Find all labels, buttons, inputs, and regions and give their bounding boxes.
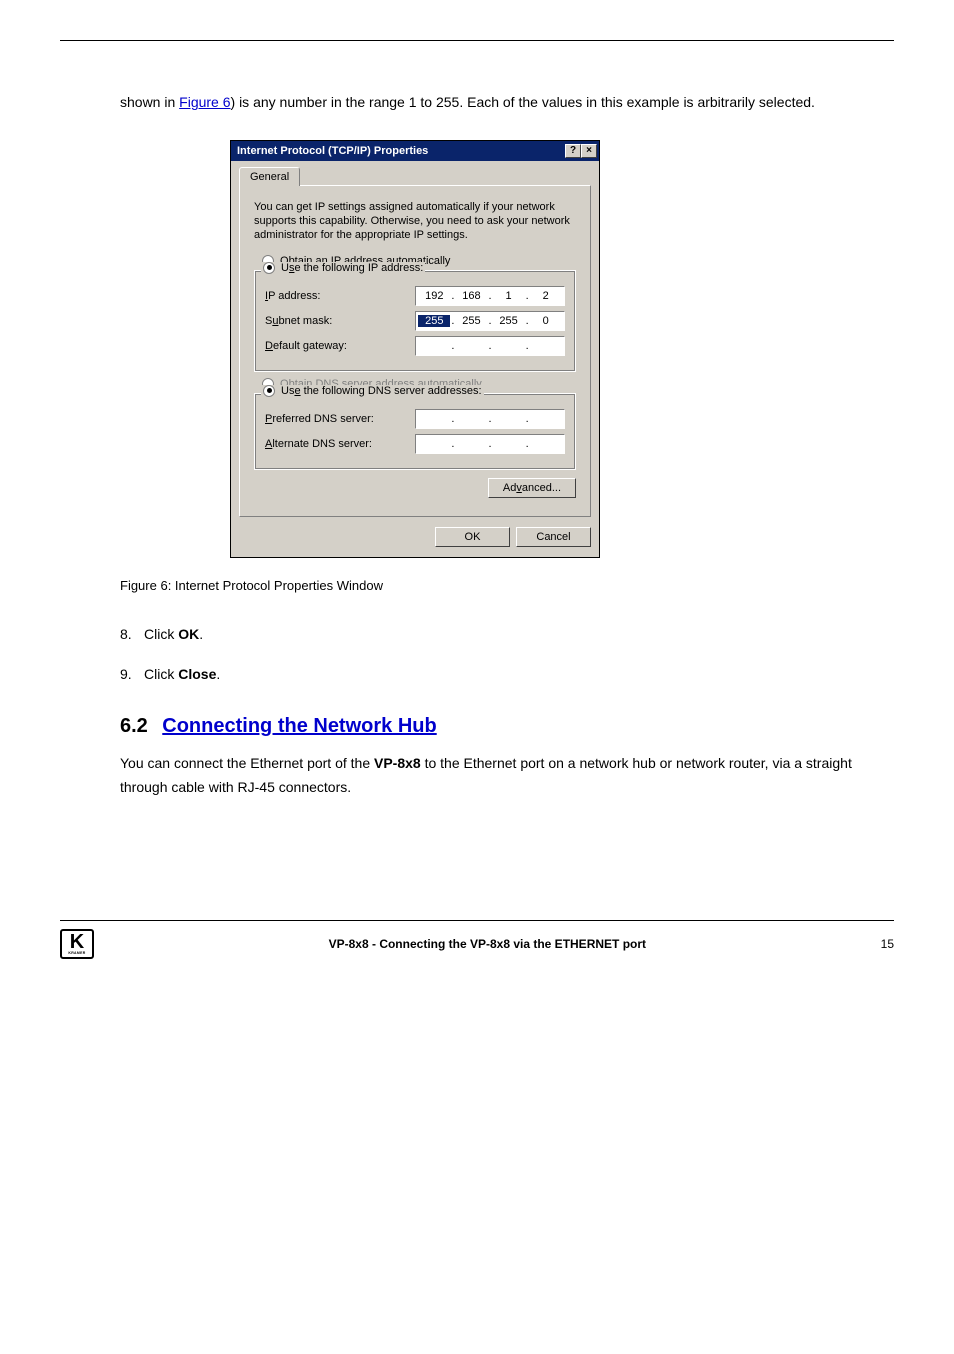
pref-dns-label: Preferred DNS server: <box>265 413 415 425</box>
step-num-9: 9. <box>120 663 144 685</box>
ip-properties-dialog: Internet Protocol (TCP/IP) Properties ? … <box>230 140 600 558</box>
page-top-rule <box>60 40 894 41</box>
advanced-row: Advanced... <box>254 478 576 498</box>
intro-paragraph: shown in Figure 6) is any number in the … <box>120 91 894 115</box>
ip-octet-1[interactable]: 192 <box>418 290 450 302</box>
section-num: 6.2 <box>120 715 148 738</box>
step-text-9: Click Close. <box>144 663 894 685</box>
dialog-title: Internet Protocol (TCP/IP) Properties <box>237 145 428 157</box>
kramer-logo: K KRAMER <box>60 929 94 959</box>
subnet-label: Subnet mask: <box>265 315 415 327</box>
step-8: 8. Click OK. <box>120 623 894 645</box>
step-text-8: Click OK. <box>144 623 894 645</box>
ip-dot: . <box>488 315 492 327</box>
dialog-tabs: General <box>239 167 591 186</box>
ip-dot: . <box>488 413 492 425</box>
ip-fieldset-legend[interactable]: Use the following IP address: <box>261 262 425 274</box>
ip-dot: . <box>525 315 529 327</box>
subnet-octet-4[interactable]: 0 <box>530 315 562 327</box>
help-button[interactable]: ? <box>565 144 581 158</box>
step9-b: Close <box>178 666 216 682</box>
gateway-input[interactable]: . . . <box>415 336 565 356</box>
dialog-screenshot: Internet Protocol (TCP/IP) Properties ? … <box>230 140 894 558</box>
dialog-titlebar: Internet Protocol (TCP/IP) Properties ? … <box>231 141 599 161</box>
section-heading: 6.2 Connecting the Network Hub <box>120 715 894 738</box>
ip-dot: . <box>451 413 455 425</box>
alt-dns-input[interactable]: . . . <box>415 434 565 454</box>
ip-dot: . <box>525 413 529 425</box>
ip-dot: . <box>451 290 455 302</box>
ip-octet-2[interactable]: 168 <box>455 290 487 302</box>
step-9: 9. Click Close. <box>120 663 894 685</box>
logo-main: K <box>70 932 84 952</box>
step8-c: . <box>199 626 203 642</box>
ip-address-input[interactable]: 192. 168. 1. 2 <box>415 286 565 306</box>
step9-a: Click <box>144 666 178 682</box>
subnet-octet-1[interactable]: 255 <box>418 315 450 327</box>
logo-sub: KRAMER <box>68 952 85 956</box>
tab-panel: You can get IP settings assigned automat… <box>239 185 591 517</box>
footer-product: VP-8x8 - Connecting the VP-8x8 via the E… <box>329 937 646 951</box>
intro-prefix: shown in <box>120 94 179 110</box>
close-button[interactable]: × <box>581 144 597 158</box>
ip-address-row: IP address: 192. 168. 1. 2 <box>265 286 565 306</box>
radio-use-ip-label: Use the following IP address: <box>281 262 423 274</box>
step9-c: . <box>216 666 220 682</box>
step8-b: OK <box>178 626 199 642</box>
ip-dot: . <box>525 340 529 352</box>
dns-fieldset-legend[interactable]: Use the following DNS server addresses: <box>261 385 484 397</box>
ip-dot: . <box>488 438 492 450</box>
radio-icon <box>263 262 275 274</box>
ip-octet-4[interactable]: 2 <box>530 290 562 302</box>
titlebar-buttons: ? × <box>565 144 597 158</box>
tab-general[interactable]: General <box>239 167 300 186</box>
ip-dot: . <box>451 438 455 450</box>
alt-dns-row: Alternate DNS server: . . . <box>265 434 565 454</box>
section-title[interactable]: Connecting the Network Hub <box>162 715 436 737</box>
ok-button[interactable]: OK <box>435 527 510 547</box>
subnet-row: Subnet mask: 255. 255. 255. 0 <box>265 311 565 331</box>
radio-use-dns-label: Use the following DNS server addresses: <box>281 385 482 397</box>
footer-page-num: 15 <box>881 937 894 951</box>
alt-dns-label: Alternate DNS server: <box>265 438 415 450</box>
advanced-button[interactable]: Advanced... <box>488 478 576 498</box>
ip-dot: . <box>488 290 492 302</box>
ip-dot: . <box>525 290 529 302</box>
intro-suffix: ) is any number in the range 1 to 255. E… <box>231 94 815 110</box>
pref-dns-input[interactable]: . . . <box>415 409 565 429</box>
section-body: You can connect the Ethernet port of the… <box>120 752 894 800</box>
ip-dot: . <box>451 315 455 327</box>
cancel-button[interactable]: Cancel <box>516 527 591 547</box>
step-list: 8. Click OK. 9. Click Close. <box>120 623 894 686</box>
body-a: You can connect the Ethernet port of the <box>120 755 374 771</box>
info-text: You can get IP settings assigned automat… <box>254 200 576 243</box>
subnet-input[interactable]: 255. 255. 255. 0 <box>415 311 565 331</box>
page-footer: K KRAMER VP-8x8 - Connecting the VP-8x8 … <box>60 929 894 959</box>
ip-label: IP address: <box>265 290 415 302</box>
step8-a: Click <box>144 626 178 642</box>
page-bottom-rule <box>60 920 894 921</box>
dialog-footer: OK Cancel <box>239 527 591 547</box>
step-num-8: 8. <box>120 623 144 645</box>
radio-icon <box>263 385 275 397</box>
body-b: VP-8x8 <box>374 755 421 771</box>
ip-dot: . <box>525 438 529 450</box>
section-6-2: 6.2 Connecting the Network Hub You can c… <box>120 715 894 800</box>
dns-fieldset: Use the following DNS server addresses: … <box>254 393 576 470</box>
gateway-label: Default gateway: <box>265 340 415 352</box>
figure-caption: Figure 6: Internet Protocol Properties W… <box>120 578 894 593</box>
subnet-octet-2[interactable]: 255 <box>455 315 487 327</box>
gateway-row: Default gateway: . . . <box>265 336 565 356</box>
subnet-octet-3[interactable]: 255 <box>493 315 525 327</box>
ip-dot: . <box>451 340 455 352</box>
figure-link[interactable]: Figure 6 <box>179 94 230 110</box>
pref-dns-row: Preferred DNS server: . . . <box>265 409 565 429</box>
ip-octet-3[interactable]: 1 <box>493 290 525 302</box>
ip-fieldset: Use the following IP address: IP address… <box>254 270 576 372</box>
ip-dot: . <box>488 340 492 352</box>
dialog-body: General You can get IP settings assigned… <box>231 161 599 557</box>
